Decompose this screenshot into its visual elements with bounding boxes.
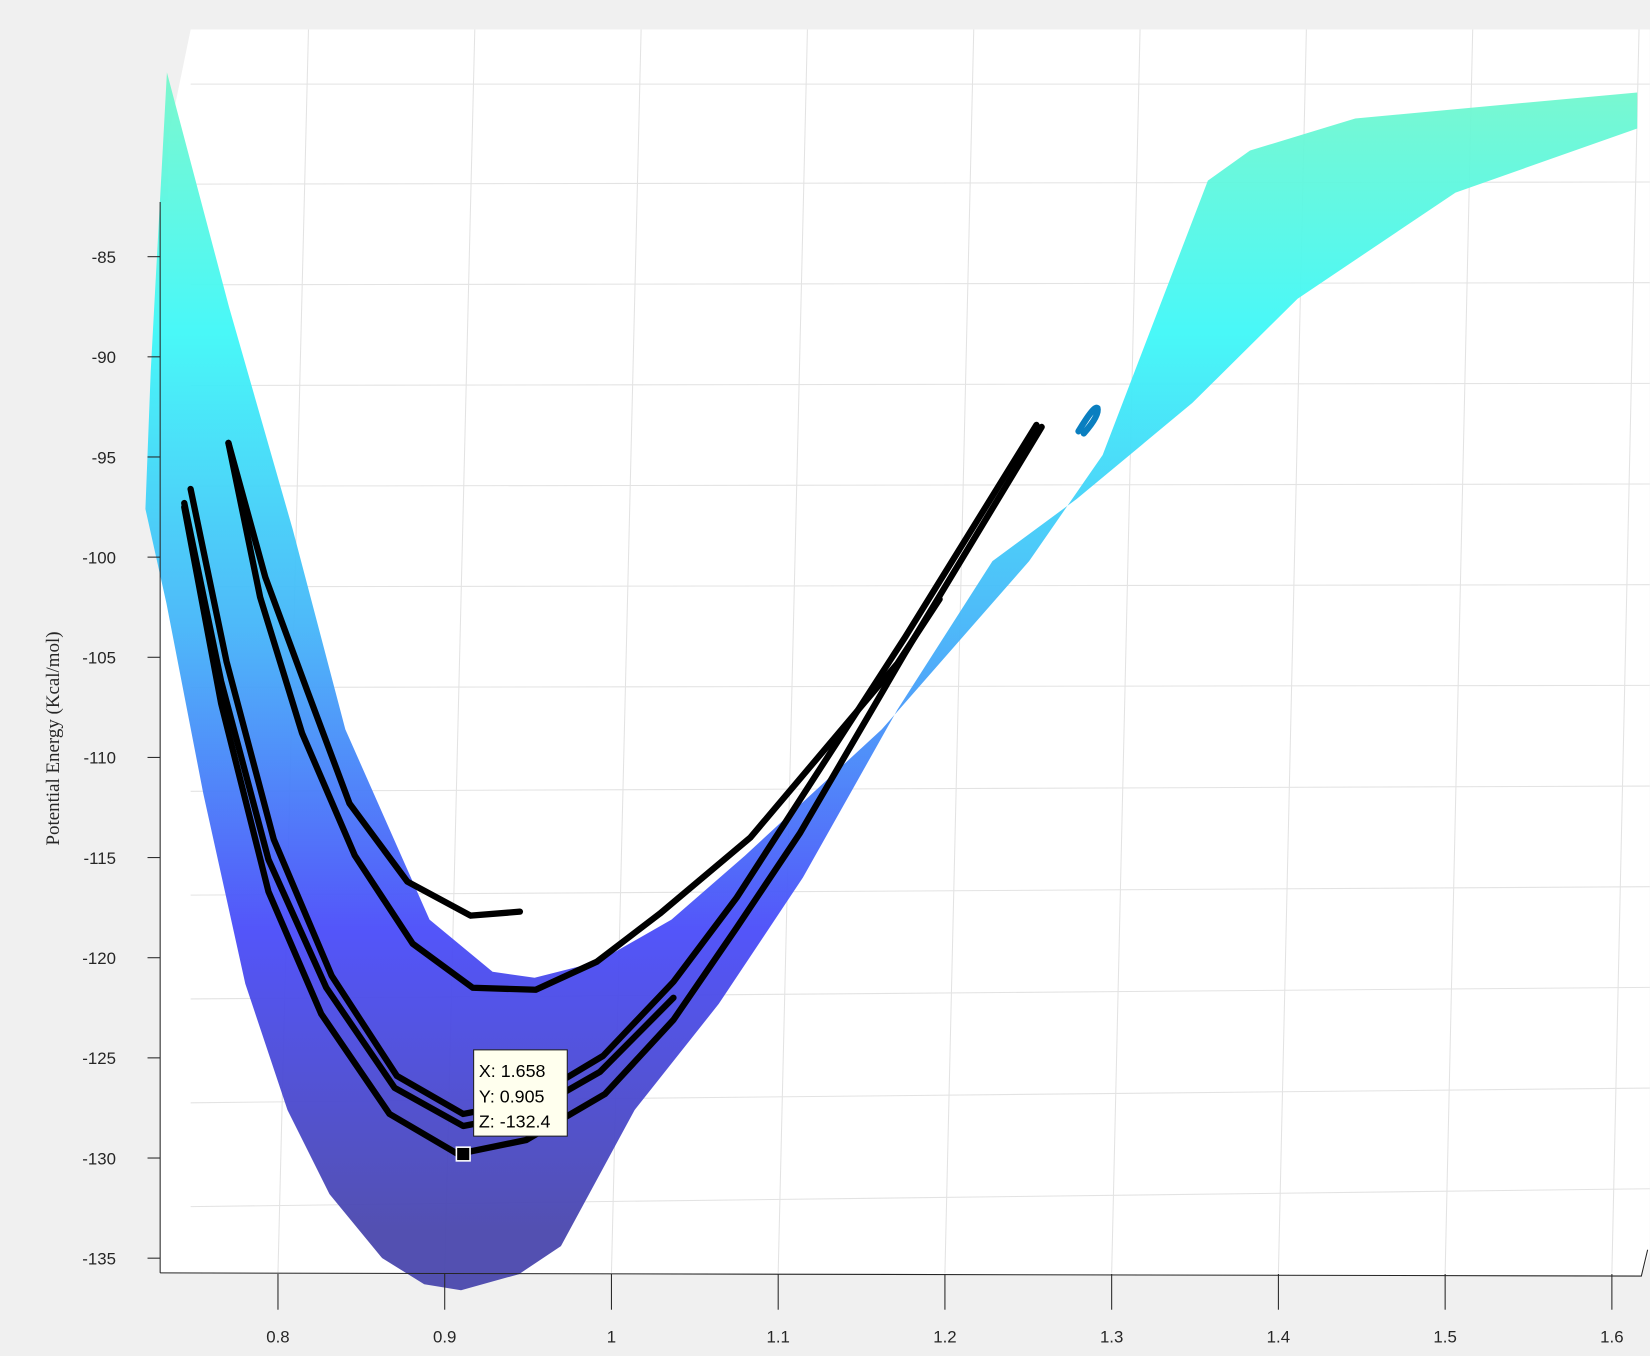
datatip-x: X: 1.658	[479, 1061, 546, 1081]
z-tick-label: -95	[92, 448, 116, 467]
surface-curl-line	[1075, 404, 1101, 437]
z-axis-label: Potential Energy (Kcal/mol)	[43, 631, 64, 845]
x-tick-label: 0.9	[433, 1327, 456, 1346]
z-tick-label: -135	[82, 1249, 116, 1268]
z-tick-label: -130	[82, 1149, 116, 1168]
grid-line-x	[1444, 29, 1474, 1273]
trajectory-line	[181, 423, 1045, 1158]
x-tick-label: 1.1	[766, 1327, 789, 1346]
grid-line-z	[190, 684, 1650, 688]
x-tick-label: 1.4	[1267, 1327, 1290, 1346]
grid-line-z	[190, 483, 1650, 487]
surface	[145, 72, 1638, 1291]
grid-line-z	[190, 785, 1650, 792]
datatip[interactable]: X: 1.658 Y: 0.905 Z: -132.4	[455, 1049, 568, 1162]
datatip-box[interactable]	[473, 1049, 568, 1137]
grid-line-x	[944, 29, 975, 1273]
trajectory-line	[225, 439, 524, 919]
grid-line-x	[1611, 29, 1640, 1273]
z-tick-label: -110	[84, 749, 116, 768]
z-tick-label: -90	[92, 348, 116, 367]
x-tick-label: 1.2	[933, 1327, 956, 1346]
grid-line-z	[190, 282, 1650, 286]
trajectory-line	[181, 499, 677, 1130]
grid-line-x	[777, 29, 808, 1273]
z-tick-label: -105	[82, 649, 116, 668]
datatip-marker[interactable]	[455, 1146, 471, 1162]
x-tick-label: 1	[607, 1327, 616, 1346]
datatip-z: Z: -132.4	[479, 1112, 551, 1132]
z-tick-label: -115	[84, 849, 116, 868]
datatip-y: Y: 0.905	[479, 1086, 545, 1106]
z-tick-label: -125	[82, 1049, 116, 1068]
axes: -85 -90 -95 -100 -105 -110 -115 -120 -125 -130 -13…	[82, 201, 1649, 1346]
x-tick-label: 1.3	[1100, 1327, 1123, 1346]
x-axis-line	[160, 1249, 1649, 1277]
trajectory-line	[225, 439, 943, 993]
x-tick-label: 1.5	[1433, 1327, 1456, 1346]
grid-line-z	[190, 382, 1650, 386]
surface-patch	[145, 72, 1638, 1291]
z-tick-label: -100	[82, 548, 116, 567]
grid-line-z	[190, 584, 1650, 588]
grid-line-x	[1111, 29, 1141, 1273]
x-tick-label: 1.6	[1600, 1327, 1623, 1346]
x-tick-label: 0.8	[266, 1327, 289, 1346]
z-tick-label: -120	[82, 949, 116, 968]
z-tick-label: -85	[92, 248, 116, 267]
